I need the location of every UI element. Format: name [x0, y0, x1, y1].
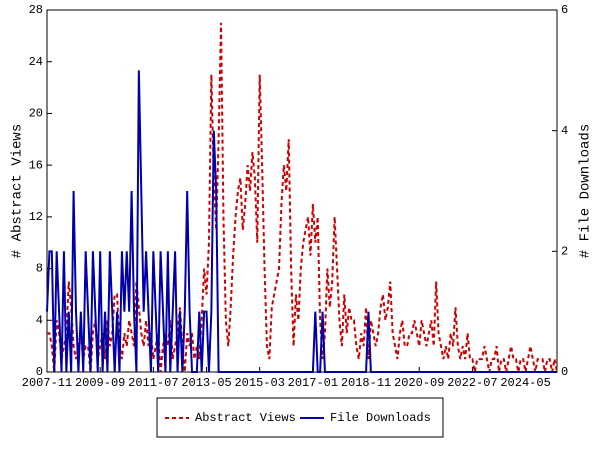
y-tick-label: 0: [36, 365, 43, 379]
y2-axis-title: # File Downloads: [578, 124, 594, 258]
y-tick-label: 16: [29, 158, 43, 172]
y-tick-label: 4: [36, 313, 43, 327]
y2-tick-label: 6: [561, 3, 568, 17]
legend-label: File Downloads: [330, 411, 431, 425]
x-tick-label: 2017-01: [288, 376, 338, 390]
y2-tick-label: 2: [561, 245, 568, 259]
y-tick-label: 8: [36, 262, 43, 276]
y-tick-label: 12: [29, 210, 43, 224]
x-tick-label: 2015-03: [234, 376, 284, 390]
x-tick-label: 2013-05: [181, 376, 231, 390]
y2-tick-label: 4: [561, 124, 568, 138]
y-tick-label: 28: [29, 3, 43, 17]
y-axis-title: # Abstract Views: [10, 124, 26, 258]
y2-tick-label: 0: [561, 365, 568, 379]
x-tick-label: 2009-09: [75, 376, 125, 390]
x-tick-label: 2011-07: [128, 376, 178, 390]
series-line: [47, 22, 558, 373]
x-tick-label: 2007-11: [22, 376, 72, 390]
legend-label: Abstract Views: [195, 411, 296, 425]
x-tick-label: 2022-07: [447, 376, 497, 390]
y-tick-label: 24: [29, 55, 43, 69]
x-tick-label: 2018-11: [341, 376, 391, 390]
plot-frame: [46, 9, 558, 373]
series-line: [46, 70, 557, 373]
y-tick-label: 20: [29, 107, 43, 121]
x-tick-label: 2020-09: [394, 376, 444, 390]
x-tick-label: 2024-05: [500, 376, 550, 390]
